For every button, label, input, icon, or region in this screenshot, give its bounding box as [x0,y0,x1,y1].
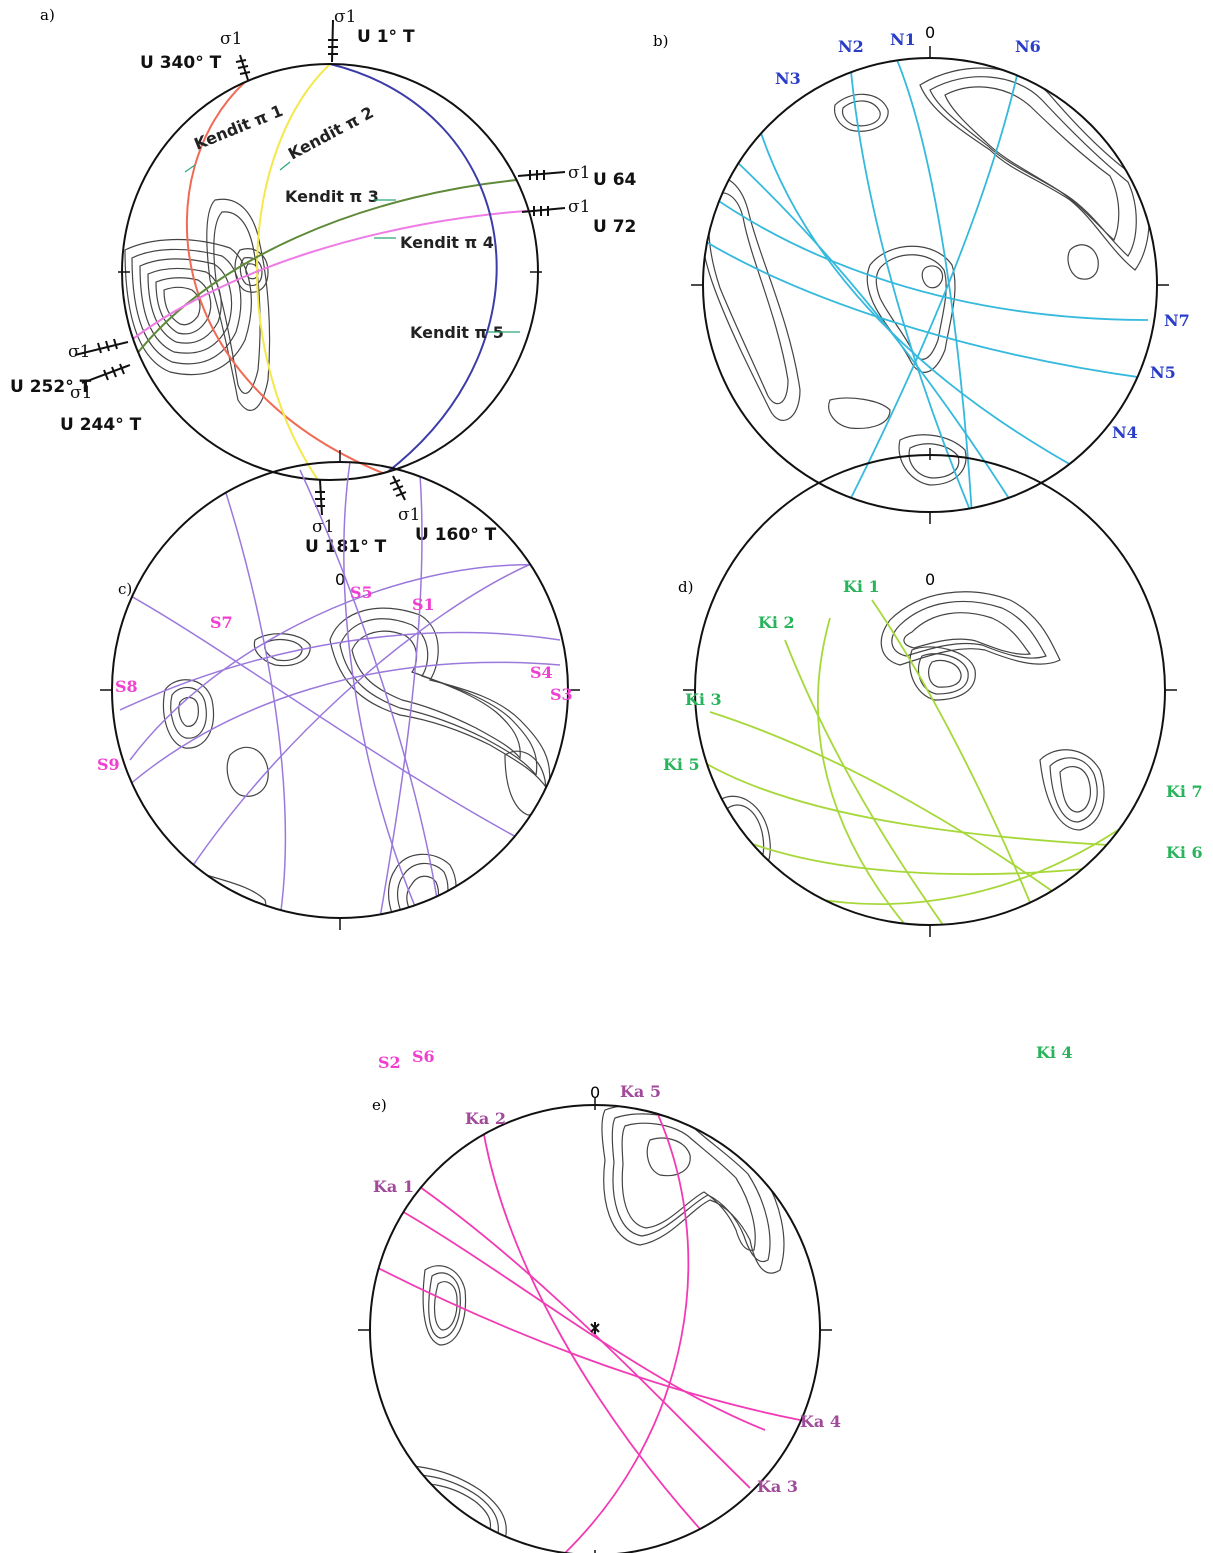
kendit3-great-circle [124,177,538,371]
panel-d-label: d) [678,578,693,596]
stress-label-u252: U 252° T [10,377,92,397]
panel-b-contours [703,67,1150,486]
kendit5-great-circle [329,64,498,475]
panel-e-north: 0 [590,1083,600,1102]
panel-e-labels: Ka 5 Ka 2 Ka 1 Ka 4 Ka 3 [373,1082,841,1496]
panel-b-labels: N2 N1 N6 N3 N7 N5 N4 [775,30,1190,442]
plane-label-ka3: Ka 3 [757,1477,798,1496]
sigma-160: σ1 [398,505,420,525]
kendit-label-5: Kendit π 5 [410,323,504,342]
plane-label-ki5: Ki 5 [663,755,700,774]
plane-label-s4: S4 [530,663,553,682]
stress-label-u340: U 340° T [140,53,222,73]
plane-label-n7: N7 [1164,311,1190,330]
panel-c-great-circles [112,462,561,918]
panel-d-north: 0 [925,570,935,589]
panel-b-north: 0 [925,23,935,42]
sigma-340: σ1 [220,29,242,49]
panel-e-ticks [358,1098,832,1553]
plane-label-ki4: Ki 4 [1036,1043,1073,1062]
plane-label-n3: N3 [775,69,801,88]
kendit1-great-circle [186,81,386,475]
panel-c-labels: S5 S1 S7 S4 S8 S3 S9 S2 S6 [97,583,573,1072]
stress-label-u1: U 1° T [357,27,415,47]
plane-label-s9: S9 [97,755,120,774]
plane-label-ki2: Ki 2 [758,613,795,632]
panel-e-center-star [590,1322,600,1334]
sigma-64: σ1 [568,163,590,183]
stress-label-u72: U 72 [593,217,636,237]
panel-c-north: 0 [335,570,345,589]
kendit4-great-circle [124,209,538,346]
kendit2-great-circle [256,64,331,480]
plane-label-ka2: Ka 2 [465,1109,506,1128]
plane-label-s8: S8 [115,677,138,696]
plane-label-s1: S1 [412,595,435,614]
panel-a-kendit-labels: Kendit π 1 Kendit π 2 Kendit π 3 Kendit … [184,101,520,342]
plane-label-ka1: Ka 1 [373,1177,414,1196]
sigma-244: σ1 [70,383,92,403]
panel-a-great-circles [124,64,538,480]
panel-a-sigma-symbols: σ1 σ1 σ1 σ1 σ1 σ1 σ1 σ1 [68,7,590,537]
panel-e-great-circles [371,1107,801,1553]
panel-d-contours [695,591,1105,925]
panel-b-label: b) [653,32,668,50]
plane-label-n5: N5 [1150,363,1176,382]
plane-label-ki1: Ki 1 [843,577,880,596]
panel-e-label: e) [372,1096,387,1114]
sigma-1: σ1 [334,7,356,27]
panel-c-ticks [100,450,580,930]
panel-d-labels: Ki 1 Ki 2 Ki 3 Ki 5 Ki 7 Ki 6 Ki 4 [663,577,1203,1062]
kendit-label-4: Kendit π 4 [400,233,494,252]
kendit-label-2: Kendit π 2 [285,103,377,164]
panel-e: e) 0 Ka 5 Ka 2 Ka 1 Ka 4 [358,1082,841,1553]
panel-c: c) 0 [97,450,580,1072]
sigma-72: σ1 [568,197,590,217]
kendit-label-3: Kendit π 3 [285,187,379,206]
stress-label-u160: U 160° T [415,525,497,545]
panel-c-label: c) [118,580,132,598]
plane-label-s6: S6 [412,1047,435,1066]
panel-b-great-circles [703,58,1157,512]
stress-label-u181: U 181° T [305,537,387,557]
plane-label-s3: S3 [550,685,573,704]
panel-d-ticks [683,448,1177,937]
plane-label-n1: N1 [890,30,916,49]
plane-label-n2: N2 [838,37,864,56]
panel-b: b) 0 N2 [653,23,1190,524]
panel-d-great-circles [699,599,1165,925]
plane-label-n4: N4 [1112,423,1138,442]
panel-a-label: a) [40,6,55,24]
panel-a-stress-arrows [74,19,566,516]
plane-label-s2: S2 [378,1053,401,1072]
plane-label-ki3: Ki 3 [685,690,722,709]
plane-label-ki7: Ki 7 [1166,782,1203,801]
panel-c-primitive-circle [111,461,569,919]
plane-label-ka5: Ka 5 [620,1082,661,1101]
sigma-252: σ1 [68,342,90,362]
kendit-label-1: Kendit π 1 [191,101,285,154]
stress-label-u64: U 64 [593,170,637,190]
plane-label-s5: S5 [350,583,373,602]
panel-a: a) [10,6,637,557]
panel-d-primitive-circle [694,454,1166,926]
panel-c-contours [113,607,551,918]
panel-a-stress-labels: U 340° T U 1° T U 64 U 72 U 252° T U 244… [10,27,637,557]
plane-label-ka4: Ka 4 [800,1412,841,1431]
plane-label-ki6: Ki 6 [1166,843,1203,862]
plane-label-s7: S7 [210,613,233,632]
stress-label-u244: U 244° T [60,415,142,435]
panel-d: d) 0 Ki [663,448,1203,1062]
panel-b-ticks [691,46,1169,524]
sigma-181: σ1 [312,517,334,537]
plane-label-n6: N6 [1015,37,1041,56]
